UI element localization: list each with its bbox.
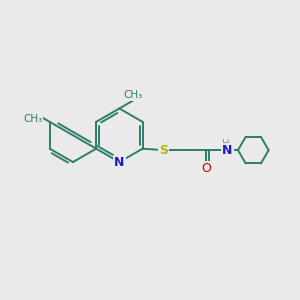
Text: CH₃: CH₃ — [124, 90, 143, 100]
Text: H: H — [222, 139, 230, 149]
Text: O: O — [201, 162, 211, 175]
Text: CH₃: CH₃ — [23, 114, 42, 124]
Text: S: S — [159, 144, 168, 157]
Text: N: N — [222, 144, 233, 157]
Text: N: N — [114, 156, 124, 169]
